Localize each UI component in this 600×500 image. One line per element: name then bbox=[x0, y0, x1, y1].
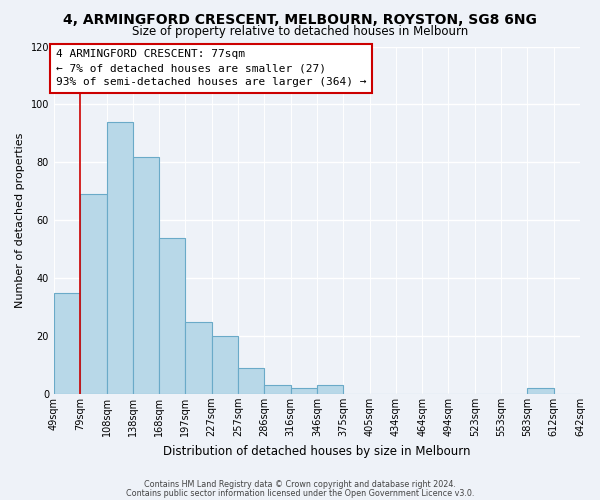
Bar bbox=[290, 388, 317, 394]
X-axis label: Distribution of detached houses by size in Melbourn: Distribution of detached houses by size … bbox=[163, 444, 471, 458]
Bar bbox=[317, 385, 343, 394]
Text: 4 ARMINGFORD CRESCENT: 77sqm
← 7% of detached houses are smaller (27)
93% of sem: 4 ARMINGFORD CRESCENT: 77sqm ← 7% of det… bbox=[56, 50, 367, 88]
Bar bbox=[527, 388, 554, 394]
Text: Contains public sector information licensed under the Open Government Licence v3: Contains public sector information licen… bbox=[126, 488, 474, 498]
Bar bbox=[80, 194, 107, 394]
Bar bbox=[265, 385, 290, 394]
Text: Contains HM Land Registry data © Crown copyright and database right 2024.: Contains HM Land Registry data © Crown c… bbox=[144, 480, 456, 489]
Bar bbox=[133, 156, 159, 394]
Bar bbox=[107, 122, 133, 394]
Text: Size of property relative to detached houses in Melbourn: Size of property relative to detached ho… bbox=[132, 25, 468, 38]
Text: 4, ARMINGFORD CRESCENT, MELBOURN, ROYSTON, SG8 6NG: 4, ARMINGFORD CRESCENT, MELBOURN, ROYSTO… bbox=[63, 12, 537, 26]
Bar bbox=[54, 292, 80, 394]
Y-axis label: Number of detached properties: Number of detached properties bbox=[15, 132, 25, 308]
Bar bbox=[185, 322, 212, 394]
Bar bbox=[238, 368, 265, 394]
Bar bbox=[212, 336, 238, 394]
Bar bbox=[159, 238, 185, 394]
